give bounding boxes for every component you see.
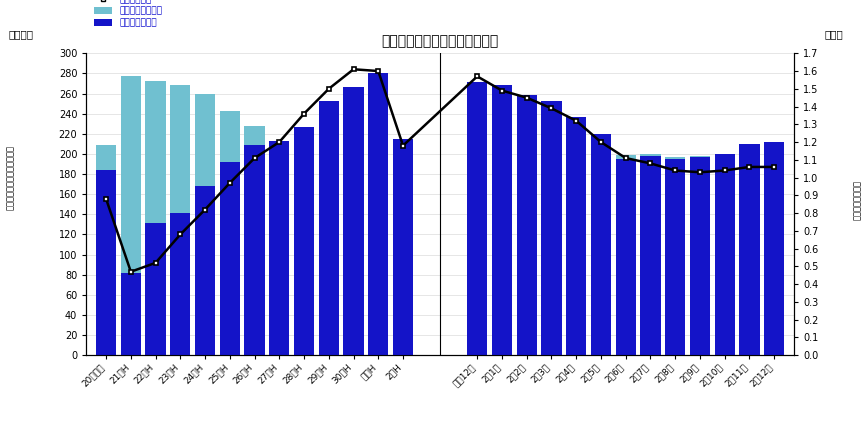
- Bar: [566, 117, 586, 355]
- Bar: [294, 144, 314, 355]
- Bar: [369, 171, 388, 355]
- Bar: [715, 154, 734, 355]
- Bar: [764, 142, 784, 355]
- Bar: [393, 172, 413, 355]
- Bar: [764, 144, 784, 355]
- Bar: [269, 141, 289, 355]
- Title: 求人、求職及び求人倍率の推移: 求人、求職及び求人倍率の推移: [381, 34, 499, 48]
- Bar: [121, 76, 141, 355]
- Bar: [294, 127, 314, 355]
- Text: （有効求人・有効求職者数）: （有効求人・有効求職者数）: [6, 145, 15, 210]
- Bar: [318, 146, 339, 355]
- Bar: [591, 189, 611, 355]
- Bar: [615, 159, 636, 355]
- Bar: [640, 156, 660, 355]
- Bar: [640, 154, 660, 355]
- Bar: [541, 101, 562, 355]
- Bar: [665, 157, 685, 355]
- Bar: [220, 162, 240, 355]
- Bar: [195, 186, 215, 355]
- Bar: [665, 159, 685, 355]
- Text: （万人）: （万人）: [9, 29, 34, 39]
- Bar: [690, 156, 710, 355]
- Bar: [715, 154, 734, 355]
- Text: （倍）: （倍）: [824, 29, 843, 39]
- Bar: [343, 158, 363, 355]
- Bar: [615, 155, 636, 355]
- Bar: [566, 189, 586, 355]
- Bar: [740, 144, 759, 355]
- Text: （有効求人倍率）: （有効求人倍率）: [853, 180, 861, 220]
- Bar: [467, 83, 488, 355]
- Bar: [318, 101, 339, 355]
- Bar: [96, 145, 117, 355]
- Legend: 有効求人倍率, 月間有効求職者数, 月間有効求人数: 有効求人倍率, 月間有効求職者数, 月間有効求人数: [91, 0, 167, 31]
- Bar: [244, 126, 265, 355]
- Bar: [740, 156, 759, 355]
- Bar: [269, 141, 289, 355]
- Bar: [170, 213, 191, 355]
- Bar: [517, 95, 537, 355]
- Bar: [517, 180, 537, 355]
- Bar: [220, 111, 240, 355]
- Bar: [121, 273, 141, 355]
- Bar: [690, 157, 710, 355]
- Bar: [170, 86, 191, 355]
- Bar: [146, 81, 166, 355]
- Bar: [146, 223, 166, 355]
- Bar: [492, 180, 512, 355]
- Bar: [343, 87, 363, 355]
- Bar: [244, 145, 265, 355]
- Bar: [195, 94, 215, 355]
- Bar: [96, 170, 117, 355]
- Bar: [393, 139, 413, 355]
- Bar: [591, 134, 611, 355]
- Bar: [541, 180, 562, 355]
- Bar: [369, 73, 388, 355]
- Bar: [467, 184, 488, 355]
- Bar: [492, 86, 512, 355]
